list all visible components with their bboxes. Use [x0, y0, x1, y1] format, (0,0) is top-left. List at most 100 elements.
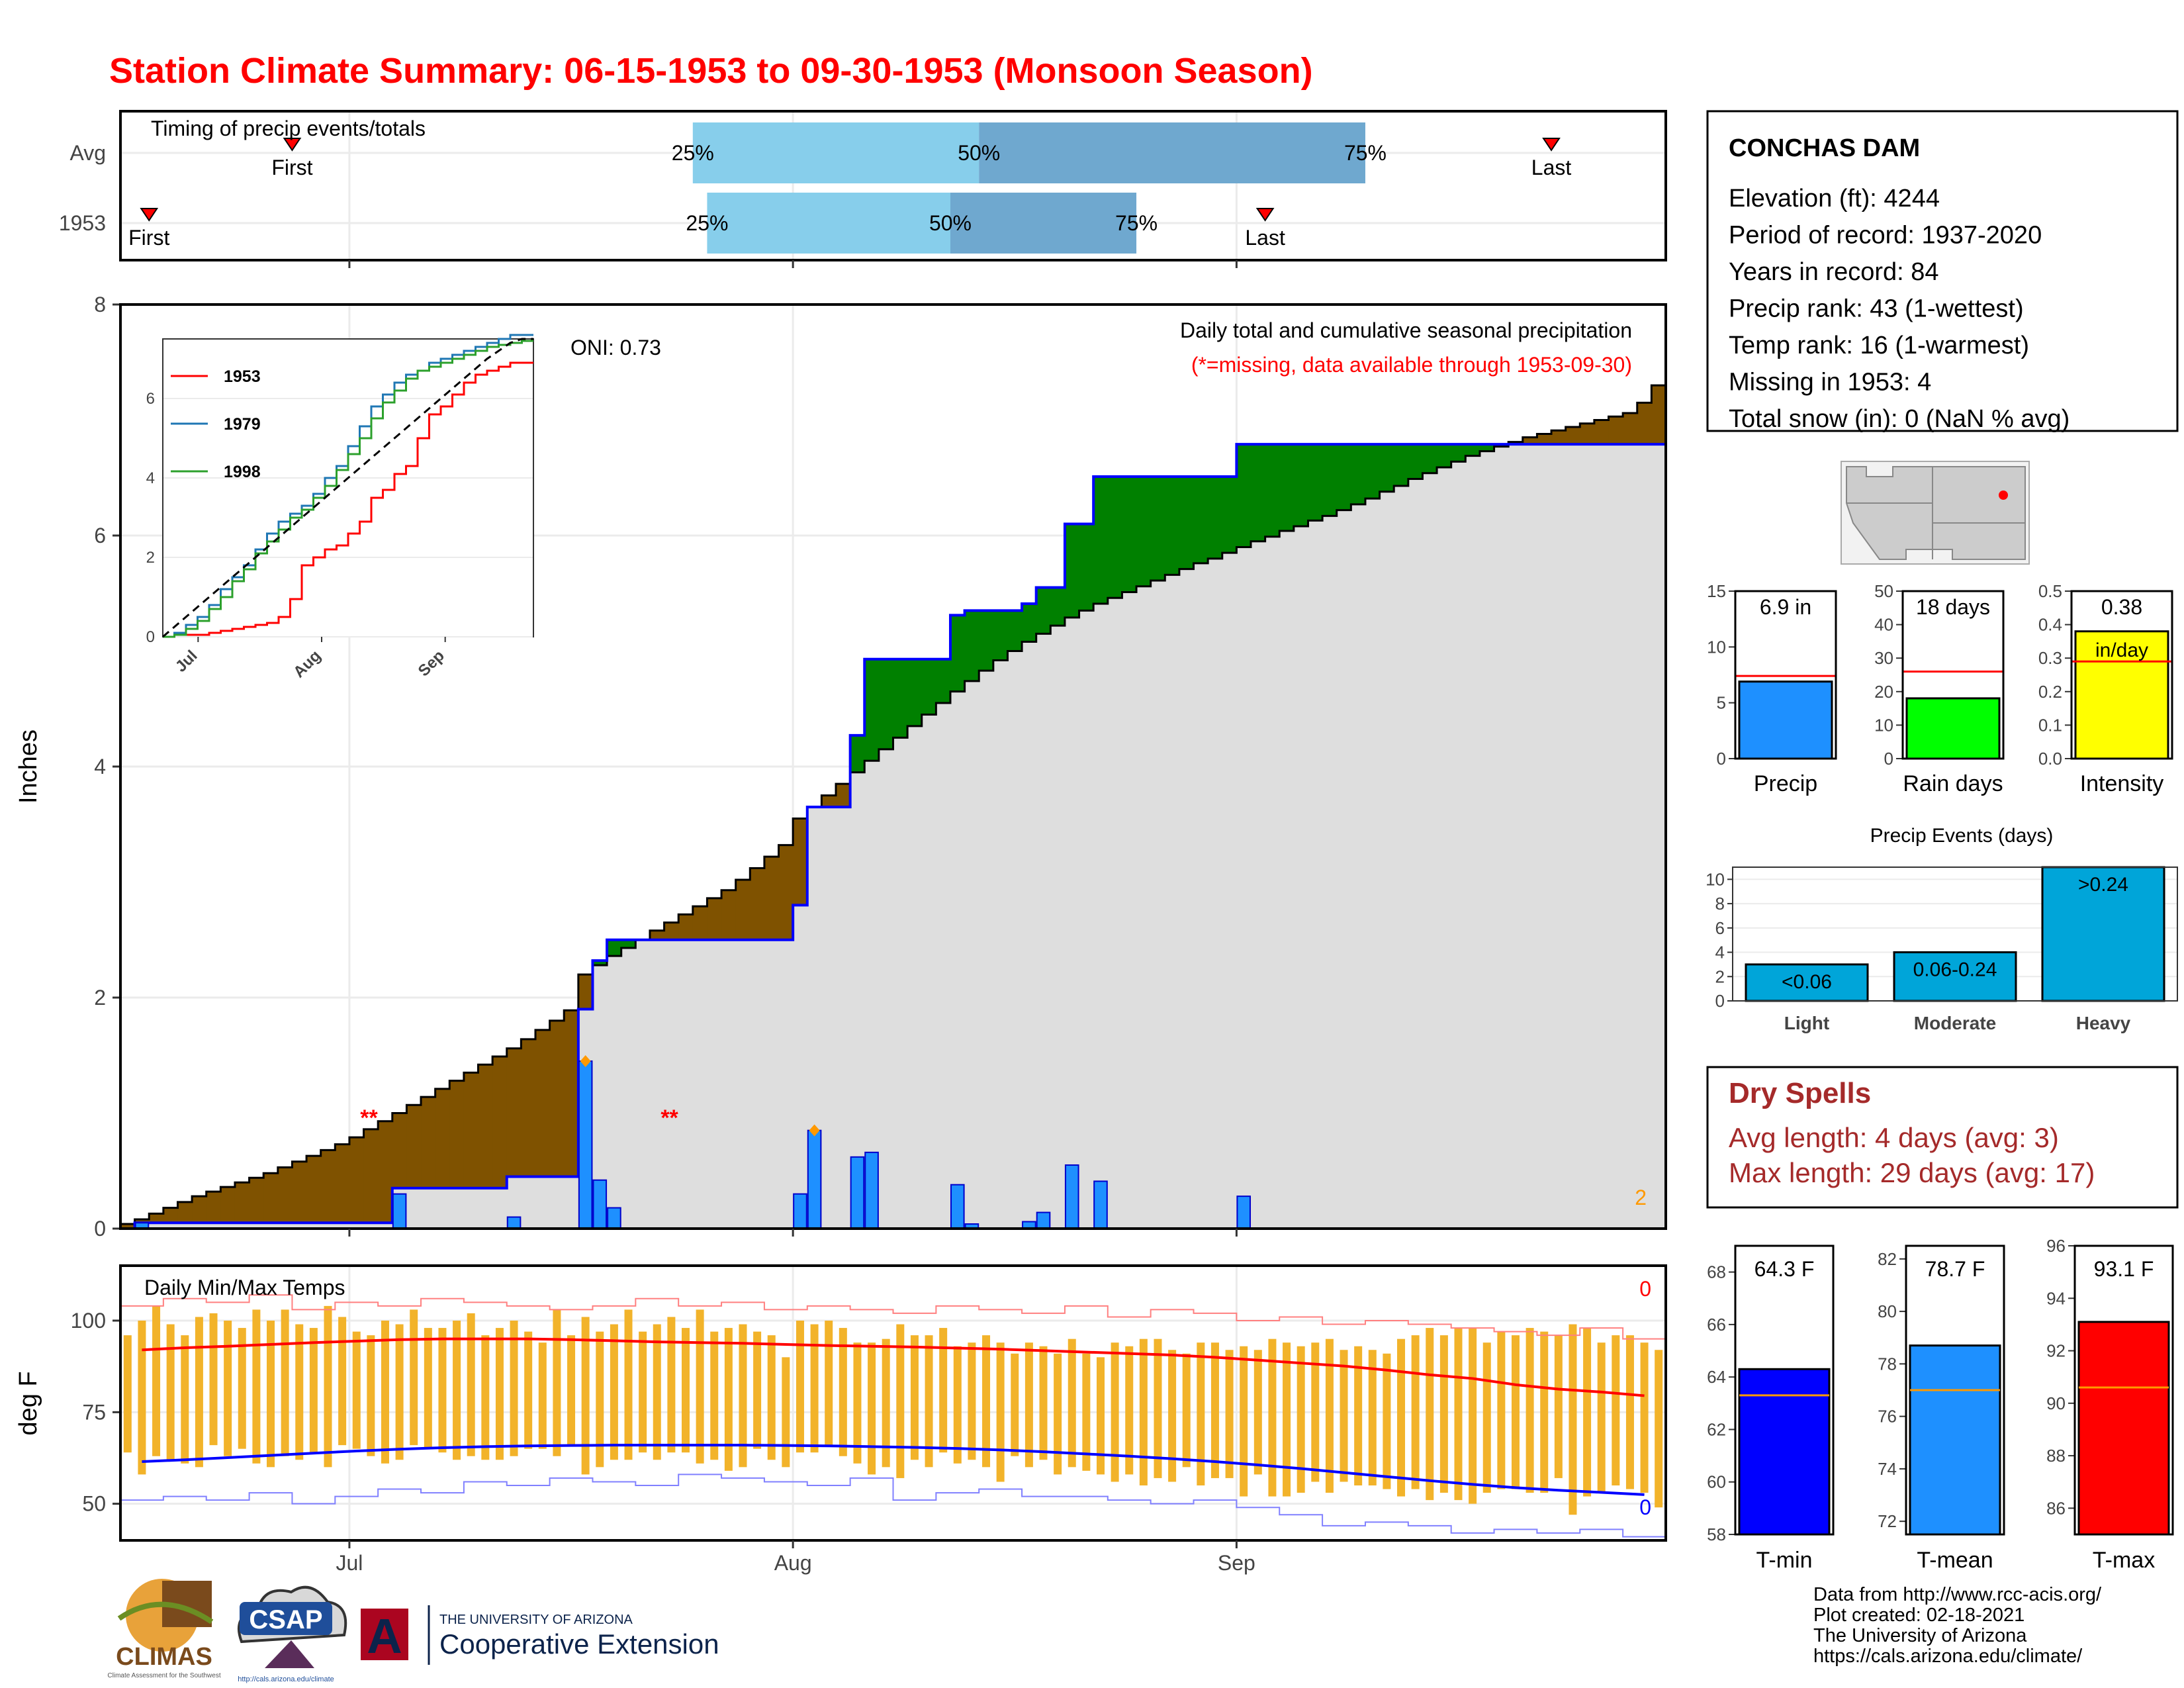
tmin-record-line [120, 1474, 1666, 1538]
mini-bar-0 [1738, 680, 1833, 760]
precip-deficit-fill-25 [478, 1064, 493, 1188]
temp-daily-range-bar-69 [1111, 1342, 1119, 1482]
temp-daily-range-bar-79 [1253, 1350, 1262, 1475]
csap-logo-url: http://cals.arizona.edu/climate [238, 1675, 334, 1683]
station-stat-line-3: Precip rank: 43 (1-wettest) [1729, 295, 2024, 323]
temps-ytick-label-0: 50 [82, 1492, 106, 1516]
precip-deficit-fill-46 [778, 845, 794, 940]
tbar-ytick-label-1-0: 72 [1878, 1511, 1897, 1531]
precip-daily-bar-8 [850, 1156, 865, 1230]
inset-xtick-label-1: Aug [290, 647, 324, 681]
precip-climo-fill-96 [1494, 446, 1509, 1229]
temp-bar-2 [2077, 1321, 2170, 1536]
credit-line-4: https://cals.arizona.edu/climate/ [1813, 1646, 2083, 1667]
precip-climo-fill-67 [1079, 610, 1094, 1229]
precip-deficit-fill-39 [678, 914, 694, 940]
mini-ytick-label-2-1: 0.1 [2038, 715, 2062, 735]
precip-surplus-fill-54 [893, 659, 908, 738]
precip-surplus-fill-90 [1408, 444, 1424, 479]
inset-legend-label-2: 1998 [224, 463, 261, 481]
precip-surplus-fill-94 [1465, 444, 1480, 456]
precip-climo-fill-11 [277, 1223, 293, 1229]
events-ytick-label-2: 4 [1715, 943, 1725, 962]
precip-climo-fill-100 [1551, 444, 1567, 1229]
precip-surplus-fill-95 [1479, 444, 1495, 451]
precip-climo-fill-43 [735, 939, 751, 1229]
temp-bar-value-2: 93.1 F [2094, 1257, 2154, 1281]
mini-ytick-label-1-4: 40 [1874, 615, 1893, 635]
temp-bar-frame-1 [1905, 1244, 2005, 1536]
precip-surplus-fill-85 [1336, 444, 1351, 510]
month-tick-label-0: Jul [336, 1551, 363, 1575]
precip-deficit-fill-15 [335, 1144, 350, 1223]
precip-surplus-fill-87 [1365, 444, 1381, 499]
precip-surplus-fill-75 [1193, 477, 1208, 563]
precip-climo-fill-101 [1565, 444, 1580, 1229]
temp-daily-range-bar-28 [524, 1331, 533, 1449]
precip-climo-fill-51 [850, 772, 865, 1229]
precip-surplus-fill-91 [1422, 444, 1437, 473]
tmin-climo-line [142, 1444, 1645, 1496]
precip-climo-fill-47 [793, 905, 808, 1229]
timing-row-label-avg: Avg [69, 141, 106, 165]
tbar-ytick-label-0-3: 64 [1707, 1367, 1726, 1387]
temp-daily-range-bar-22 [438, 1328, 447, 1453]
station-info-frame [1706, 110, 2179, 432]
precip-climo-fill-81 [1279, 531, 1295, 1229]
mini-ytick-label-1-2: 20 [1874, 682, 1893, 702]
timing-q2-bar-0 [979, 122, 1365, 183]
mini-label-0: Precip [1754, 771, 1817, 796]
temp-daily-range-bar-57 [939, 1328, 948, 1453]
precip-surplus-fill-88 [1379, 444, 1394, 492]
precip-deficit-fill-38 [664, 922, 679, 940]
timing-q1-bar-1 [707, 193, 950, 254]
timing-title: Timing of precip events/totals [151, 117, 426, 140]
timing-quartile-label: 75% [1115, 211, 1158, 235]
precip-daily-bar-16 [1236, 1196, 1251, 1230]
temp-daily-range-bar-106 [1640, 1342, 1649, 1493]
temp-daily-range-bar-74 [1182, 1353, 1191, 1468]
mini-value-1: 18 days [1916, 595, 1990, 619]
mini-ytick-label-2-3: 0.3 [2038, 648, 2062, 668]
timing-q1-bar-0 [692, 122, 979, 183]
temp-daily-range-bar-44 [753, 1331, 762, 1449]
precip-climo-fill-10 [263, 1223, 279, 1229]
events-bar-2 [2041, 866, 2165, 1002]
temp-daily-range-bar-14 [324, 1305, 332, 1468]
precip-deficit-fill-11 [277, 1167, 293, 1223]
precip-climo-fill-93 [1451, 461, 1466, 1229]
temp-daily-range-bar-34 [610, 1324, 618, 1460]
temp-bar-frame-0 [1734, 1244, 1835, 1536]
precip-ytick-label-4: 8 [94, 293, 106, 316]
temp-daily-range-bar-63 [1024, 1342, 1033, 1468]
precip-caption: Daily total and cumulative seasonal prec… [1180, 318, 1632, 342]
temp-daily-range-bar-27 [510, 1321, 518, 1456]
precip-climo-fill-102 [1580, 444, 1595, 1229]
precip-deficit-fill-9 [249, 1178, 264, 1223]
precip-deficit-fill-37 [649, 930, 665, 940]
dry-spells-title: Dry Spells [1729, 1077, 1871, 1109]
temp-daily-range-bar-18 [381, 1321, 389, 1464]
temp-daily-range-bar-4 [181, 1335, 189, 1464]
temp-daily-range-bar-103 [1597, 1342, 1606, 1493]
precip-climo-fill-29 [535, 1176, 551, 1229]
precip-climo-fill-4 [177, 1223, 193, 1229]
temp-daily-range-bar-23 [453, 1321, 461, 1460]
precip-climo-fill-38 [664, 939, 679, 1229]
precip-surplus-fill-68 [1093, 477, 1109, 604]
precip-climo-fill-50 [836, 807, 851, 1229]
events-bar-label-0: <0.06 [1782, 971, 1832, 993]
precip-deficit-fill-2 [149, 1213, 164, 1223]
precip-climo-fill-20 [406, 1188, 422, 1229]
precip-climo-fill-106 [1637, 444, 1652, 1229]
precip-climo-fill-17 [363, 1223, 379, 1229]
month-axis: Jul Aug Sep [336, 260, 1255, 1575]
precip-deficit-fill-21 [421, 1097, 436, 1188]
precip-climo-fill-7 [220, 1223, 236, 1229]
precip-surplus-fill-66 [1064, 524, 1080, 618]
dry-spells-box: Dry Spells Avg length: 4 days (avg: 3) M… [1706, 1066, 2179, 1209]
precip-climo-fill-31 [564, 1176, 579, 1229]
timing-first-label-0: First [271, 156, 312, 179]
temp-daily-range-bar-58 [953, 1346, 962, 1464]
temp-daily-range-bar-24 [467, 1313, 475, 1456]
